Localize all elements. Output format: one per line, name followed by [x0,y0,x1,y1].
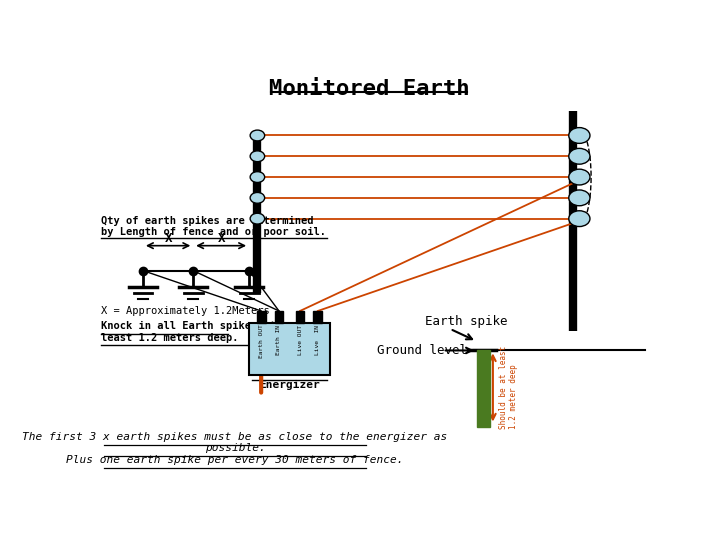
Circle shape [250,192,265,203]
Text: The first 3 x earth spikes must be as close to the energizer as: The first 3 x earth spikes must be as cl… [22,432,448,442]
Circle shape [250,172,265,183]
Text: by Length of fence and or poor soil.: by Length of fence and or poor soil. [101,227,326,238]
Bar [274,311,284,322]
Text: X: X [164,232,172,245]
Circle shape [569,148,590,164]
Text: least 1.2 meters deep.: least 1.2 meters deep. [101,333,238,343]
Circle shape [569,169,590,185]
Bar [295,311,305,322]
Text: possible.: possible. [204,443,266,454]
Bar [249,322,330,375]
Bar [477,349,490,427]
Circle shape [250,130,265,141]
Bar [313,311,323,322]
Bar [257,311,266,322]
Circle shape [250,213,265,224]
Text: Earth OUT: Earth OUT [258,325,264,359]
Text: X = Approximately 1.2Meters: X = Approximately 1.2Meters [101,306,270,316]
Text: Should be at least
1.2 meter deep: Should be at least 1.2 meter deep [499,346,518,429]
Text: Live  IN: Live IN [315,325,320,355]
Text: Earth IN: Earth IN [276,325,282,355]
Circle shape [569,190,590,206]
Text: Plus one earth spike per every 30 meters of fence.: Plus one earth spike per every 30 meters… [66,455,404,465]
Text: Live OUT: Live OUT [297,325,302,355]
Text: Qty of earth spikes are determined: Qty of earth spikes are determined [101,215,314,226]
Circle shape [250,151,265,161]
Text: Monitored Earth: Monitored Earth [269,79,469,99]
Text: X: X [217,232,225,245]
Circle shape [569,127,590,144]
Circle shape [569,211,590,227]
Text: Earth spike: Earth spike [425,315,508,328]
Text: Energizer: Energizer [259,380,320,389]
Text: Knock in all Earth spikes at: Knock in all Earth spikes at [101,321,276,331]
Text: Ground level: Ground level [377,344,467,357]
